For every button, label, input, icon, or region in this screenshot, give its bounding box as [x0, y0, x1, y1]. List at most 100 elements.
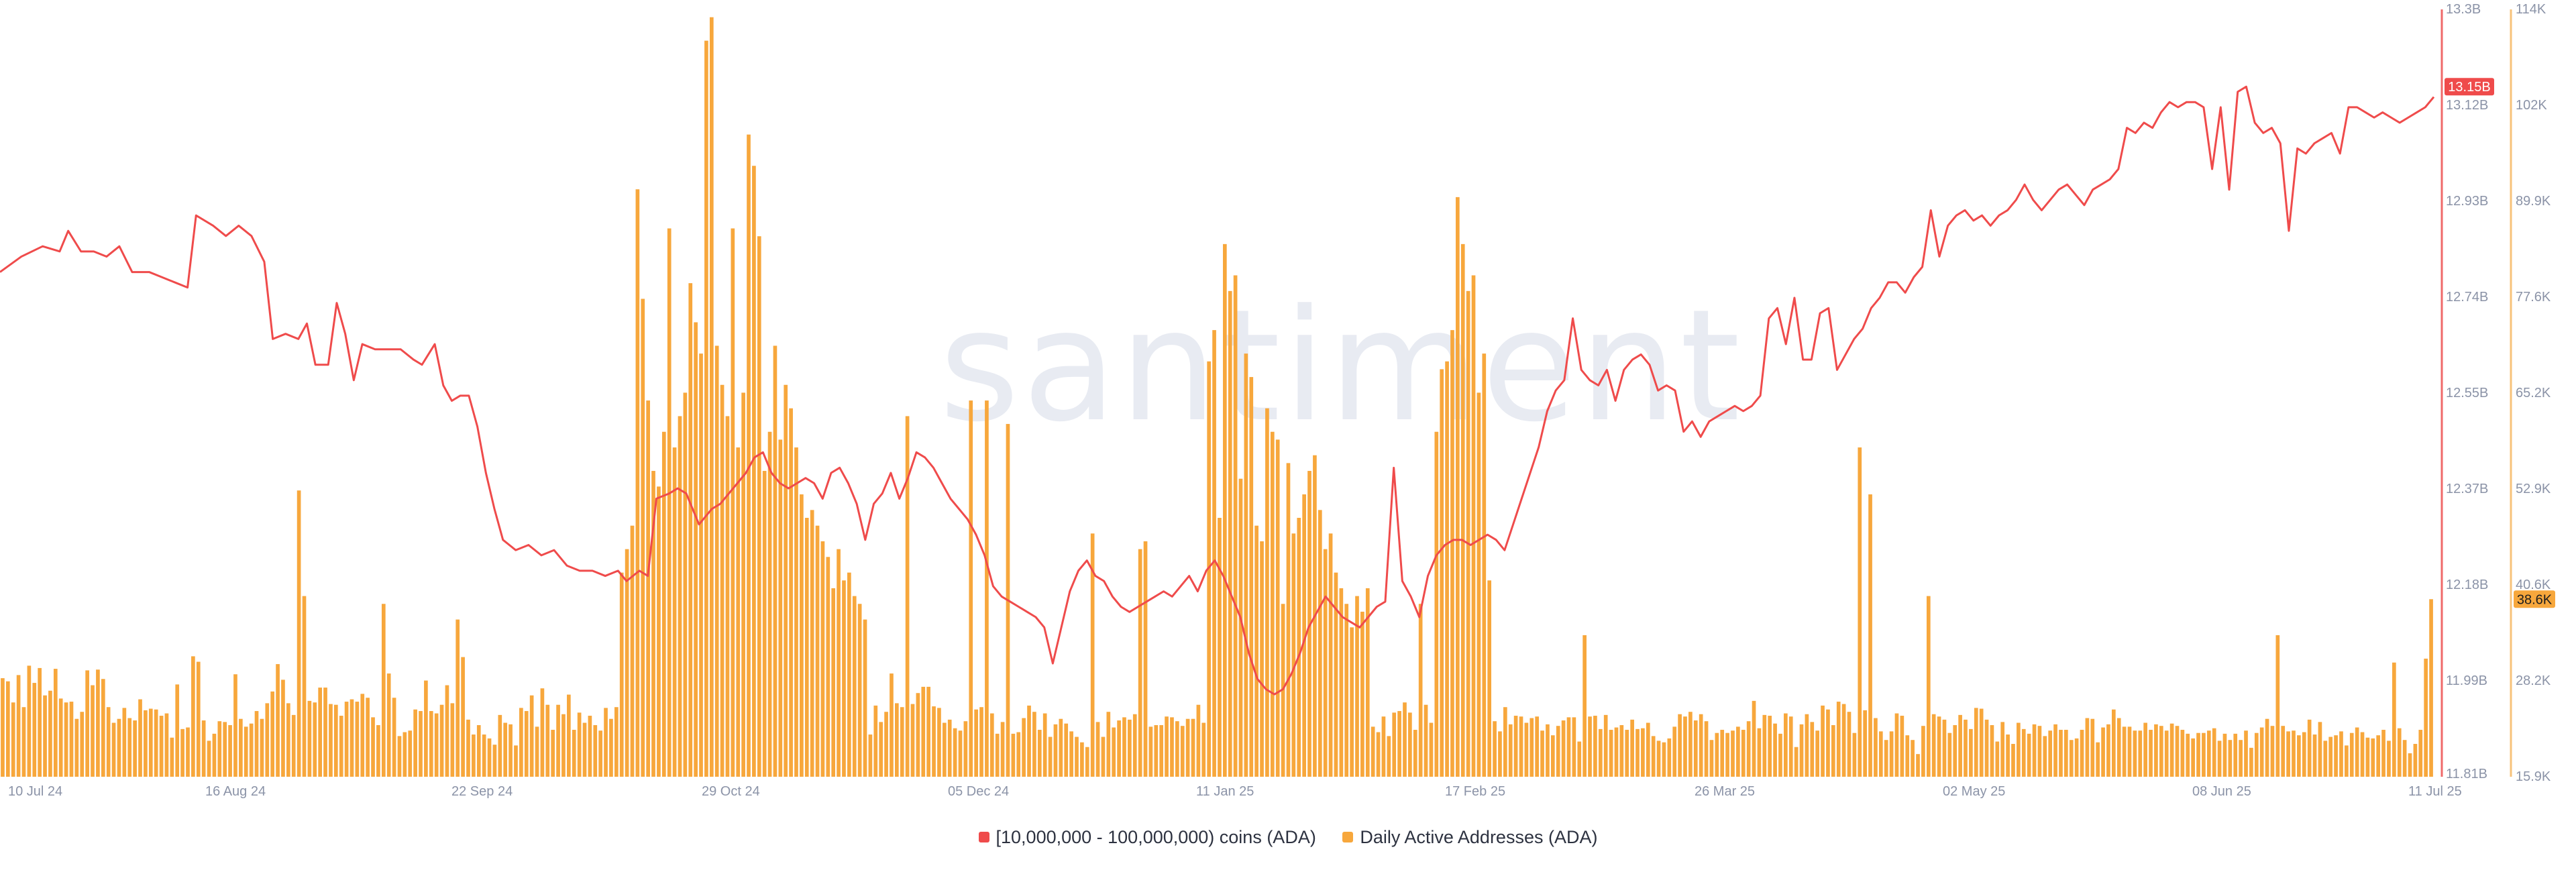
bar-daily-active-addresses — [879, 722, 883, 777]
bar-daily-active-addresses — [641, 298, 645, 777]
bar-daily-active-addresses — [1693, 720, 1698, 777]
bar-daily-active-addresses — [974, 709, 978, 777]
bar-daily-active-addresses — [551, 730, 555, 777]
bar-daily-active-addresses — [863, 619, 867, 777]
bar-daily-active-addresses — [694, 322, 698, 777]
bar-daily-active-addresses — [2053, 724, 2057, 777]
bar-daily-active-addresses — [472, 734, 476, 777]
bar-daily-active-addresses — [154, 709, 158, 777]
bar-daily-active-addresses — [1064, 723, 1069, 777]
bar-daily-active-addresses — [2233, 733, 2238, 777]
bar-daily-active-addresses — [1757, 728, 1762, 777]
legend-item-daily-active-addresses[interactable]: Daily Active Addresses (ADA) — [1342, 827, 1597, 848]
bar-daily-active-addresses — [572, 730, 576, 777]
bar-daily-active-addresses — [2334, 735, 2338, 777]
bar-daily-active-addresses — [1334, 572, 1338, 777]
legend-item-holder-supply[interactable]: [10,000,000 - 100,000,000) coins (ADA) — [978, 827, 1316, 848]
bar-daily-active-addresses — [932, 706, 936, 777]
bar-daily-active-addresses — [969, 400, 973, 777]
bar-daily-active-addresses — [1741, 730, 1746, 777]
bar-daily-active-addresses — [2059, 730, 2063, 777]
bar-daily-active-addresses — [2345, 745, 2349, 777]
bar-daily-active-addresses — [91, 685, 95, 777]
current-line-value-badge: 13.15B — [2445, 78, 2494, 96]
bar-daily-active-addresses — [2429, 599, 2433, 777]
bar-daily-active-addresses — [1228, 290, 1232, 777]
bar-daily-active-addresses — [260, 718, 264, 777]
bar-daily-active-addresses — [43, 695, 47, 777]
bar-daily-active-addresses — [1788, 716, 1793, 777]
bar-daily-active-addresses — [2017, 722, 2021, 777]
bar-daily-active-addresses — [704, 40, 708, 777]
bar-daily-active-addresses — [1566, 717, 1571, 777]
bar-daily-active-addresses — [1805, 714, 1809, 777]
bar-daily-active-addresses — [784, 384, 788, 777]
legend-swatch-red — [978, 832, 989, 842]
bar-daily-active-addresses — [360, 694, 365, 777]
bar-daily-active-addresses — [2048, 730, 2053, 777]
bar-daily-active-addresses — [2302, 732, 2306, 777]
bar-daily-active-addresses — [1577, 741, 1582, 777]
bar-daily-active-addresses — [16, 675, 21, 777]
bar-daily-active-addresses — [1360, 611, 1364, 777]
bar-daily-active-addresses — [529, 695, 534, 777]
bar-daily-active-addresses — [503, 722, 508, 777]
bar-daily-active-addresses — [476, 725, 481, 777]
bar-daily-active-addresses — [1170, 717, 1174, 777]
bar-daily-active-addresses — [582, 722, 587, 777]
bar-daily-active-addresses — [1773, 723, 1777, 777]
bar-daily-active-addresses — [2228, 740, 2233, 777]
bar-daily-active-addresses — [1413, 730, 1417, 777]
bar-daily-active-addresses — [1450, 330, 1454, 777]
x-axis-tick-label: 02 May 25 — [1943, 784, 2005, 799]
bar-daily-active-addresses — [2222, 733, 2227, 777]
bar-daily-active-addresses — [144, 710, 148, 777]
bar-daily-active-addresses — [2011, 744, 2015, 777]
bar-daily-active-addresses — [837, 549, 841, 777]
bar-daily-active-addresses — [2106, 724, 2110, 777]
bar-daily-active-addresses — [561, 714, 566, 777]
bar-daily-active-addresses — [683, 392, 688, 777]
bar-daily-active-addresses — [890, 673, 894, 777]
bar-daily-active-addresses — [1249, 377, 1254, 777]
bar-daily-active-addresses — [270, 691, 275, 777]
bar-daily-active-addresses — [905, 416, 910, 777]
bar-daily-active-addresses — [773, 345, 777, 777]
bar-daily-active-addresses — [1588, 716, 1592, 777]
bar-daily-active-addresses — [2402, 740, 2407, 777]
bar-daily-active-addresses — [1059, 718, 1063, 777]
bar-daily-active-addresses — [117, 718, 121, 777]
bar-daily-active-addresses — [884, 712, 888, 777]
right-axis-tick-label: 52.9K — [2516, 482, 2551, 496]
bar-daily-active-addresses — [1884, 740, 1888, 777]
bar-daily-active-addresses — [2281, 726, 2286, 777]
bar-daily-active-addresses — [286, 703, 290, 777]
current-bar-value-badge: 38.6K — [2514, 590, 2555, 608]
bar-daily-active-addresses — [985, 400, 989, 777]
bar-daily-active-addresses — [540, 688, 545, 777]
bar-daily-active-addresses — [609, 718, 613, 777]
bar-daily-active-addresses — [1212, 330, 1216, 777]
bar-daily-active-addresses — [678, 416, 682, 777]
bar-series-daily-active-addresses — [1, 17, 2433, 777]
bar-daily-active-addresses — [1672, 726, 1677, 777]
bar-daily-active-addresses — [635, 189, 640, 777]
bar-daily-active-addresses — [2101, 727, 2105, 777]
bar-daily-active-addresses — [709, 17, 714, 777]
bar-daily-active-addresses — [455, 619, 460, 777]
bar-daily-active-addresses — [196, 661, 201, 777]
bar-daily-active-addresses — [1397, 711, 1401, 777]
bar-daily-active-addresses — [937, 708, 941, 777]
bar-daily-active-addresses — [1154, 725, 1159, 777]
bar-daily-active-addresses — [1863, 710, 1867, 777]
left-axis-tick-label: 11.99B — [2446, 673, 2487, 688]
bar-daily-active-addresses — [276, 664, 280, 777]
bar-daily-active-addresses — [1847, 712, 1851, 777]
bar-daily-active-addresses — [1222, 243, 1227, 777]
bar-daily-active-addresses — [820, 541, 825, 777]
bar-daily-active-addresses — [1022, 718, 1026, 777]
bar-daily-active-addresses — [1344, 604, 1349, 777]
bar-daily-active-addresses — [630, 525, 635, 777]
bar-daily-active-addresses — [2180, 730, 2185, 777]
bar-daily-active-addresses — [2424, 658, 2428, 777]
